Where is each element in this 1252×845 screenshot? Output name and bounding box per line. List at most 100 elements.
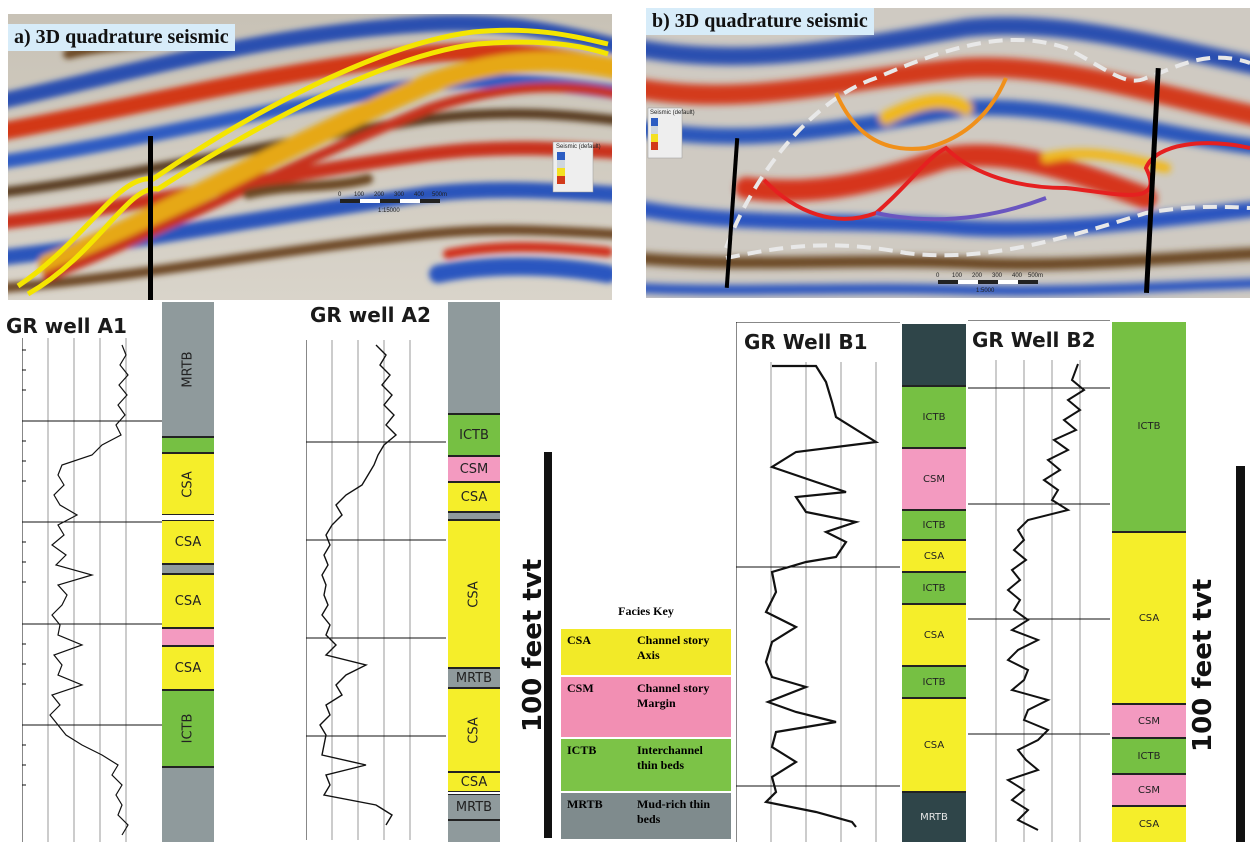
facies-key-title: Facies Key [618,604,674,618]
scale-text-a: 0 100 200 300 400 500m 1:15000 Seismic (… [338,144,601,214]
scale-text-b: 0 100 200 300 400 500m 1:5000 Seismic (d… [650,110,1043,294]
scale-tick-500-b: 500m [1028,273,1043,279]
facies-a1-csa-1: CSA [162,453,214,515]
scale-tick-400-b: 400 [1012,273,1023,279]
key-desc: Channel story Axis [637,633,710,662]
facies-label: CSA [466,716,482,744]
facies-a2-mrtb-mid: MRTB [448,668,500,688]
facies-b1-ictb-4: ICTB [902,666,966,698]
facies-label: CSA [174,660,202,676]
scale-tick-100: 100 [354,192,365,198]
facies-b1-ictb-1: ICTB [902,386,966,448]
facies-a1-csa-4: CSA [162,646,214,690]
facies-label: ICTB [180,713,196,744]
facies-a1-csa-2: CSA [162,520,214,564]
facies-label: CSA [923,550,945,562]
facies-label: CSM [1138,784,1160,796]
facies-label: MRTB [455,670,493,686]
facies-b2-ictb-2: ICTB [1112,738,1186,774]
depth-scale-bar-b [1236,466,1245,842]
well-a1-title: GR well A1 [2,314,131,338]
well-line-a [148,136,153,300]
facies-b2-csa-1: CSA [1112,532,1186,704]
facies-a2-csa-1: CSA [448,482,500,512]
well-line-b1 [724,138,740,288]
facies-b1-ictb-2: ICTB [902,510,966,540]
facies-label: ICTB [922,411,946,423]
facies-key-row-ictb: ICTB Interchannel thin beds [560,738,732,792]
facies-label: ICTB [1137,750,1161,762]
facies-a1-mrtb-bottom [162,767,214,842]
facies-label: CSA [923,739,945,751]
facies-a1-mrtb-thin [162,564,214,574]
facies-label: CSA [460,489,488,505]
facies-b1-csa-3: CSA [902,698,966,792]
facies-a2-csa-4: CSA [448,772,500,792]
facies-label: CSA [460,774,488,790]
gr-log-a1 [22,330,162,842]
facies-b2-csa-2: CSA [1112,806,1186,842]
facies-label: ICTB [922,582,946,594]
facies-b2-csm-1: CSM [1112,704,1186,738]
facies-label: CSA [923,629,945,641]
well-b2-title: GR Well B2 [968,328,1100,352]
gr-log-b2 [968,320,1110,842]
key-code: MRTB [567,797,603,811]
scale-bar-a [340,199,440,203]
well-b1-title: GR Well B1 [740,330,872,354]
facies-label: CSA [174,534,202,550]
facies-label: ICTB [922,519,946,531]
scale-tick-0: 0 [338,192,342,198]
seismic-legend-a [552,141,594,193]
facies-label: CSA [180,470,196,498]
facies-key-row-csm: CSM Channel story Margin [560,676,732,738]
facies-label: CSM [923,473,945,485]
facies-b1-csa-2: CSA [902,604,966,666]
scale-tick-300-b: 300 [992,273,1003,279]
facies-label: ICTB [459,427,489,443]
facies-label: ICTB [1137,421,1161,432]
scale-tick-300: 300 [394,192,405,198]
seismic-image-b [646,8,1250,298]
scale-tick-400: 400 [414,192,425,198]
facies-a1-mrtb-top: MRTB [162,302,214,437]
scale-tick-200-b: 200 [972,273,983,279]
facies-a2-csa-2: CSA [448,520,500,668]
facies-a2-mrtb-end [448,820,500,842]
facies-label: CSA [466,580,482,608]
key-code: ICTB [567,743,597,757]
facies-b1-mrtb-bottom: MRTB [902,792,966,842]
facies-label: CSM [1138,715,1160,727]
scale-tick-500: 500m [432,192,447,198]
legend-title-a: Seismic (default) [556,144,601,150]
facies-a2-mrtb-bottom: MRTB [448,794,500,820]
facies-label: MRTB [920,812,948,823]
facies-key-row-mrtb: MRTB Mud-rich thin beds [560,792,732,840]
facies-a1-ictb-thin [162,437,214,453]
seismic-legend-b [647,107,683,159]
depth-scale-label-b: 100 feet tvt [1188,578,1218,752]
facies-a2-csa-3: CSA [448,688,500,772]
facies-label: ICTB [922,676,946,688]
facies-key-row-csa: CSA Channel story Axis [560,628,732,676]
facies-b1-ictb-3: ICTB [902,572,966,604]
well-line-b2 [1143,68,1161,293]
legend-title-b: Seismic (default) [650,110,695,116]
facies-key: Facies Key CSA Channel story Axis CSM Ch… [560,598,732,842]
panel-b-title: b) 3D quadrature seismic [646,8,874,35]
facies-b2-ictb-1: ICTB [1112,322,1186,532]
facies-a2-csm: CSM [448,456,500,482]
scale-ratio-a: 1:15000 [378,208,400,214]
facies-a2-mrtb-top [448,302,500,414]
scale-tick-100-b: 100 [952,273,963,279]
facies-label: MRTB [180,350,196,388]
scale-tick-200: 200 [374,192,385,198]
facies-label: CSA [1138,612,1160,624]
facies-label: CSA [1138,819,1160,830]
scale-ratio-b: 1:5000 [976,288,995,294]
key-code: CSM [567,681,594,695]
facies-label: MRTB [455,799,493,815]
facies-label: CSM [459,461,489,477]
facies-a1-csm [162,628,214,646]
scale-bar-b [938,280,1038,284]
